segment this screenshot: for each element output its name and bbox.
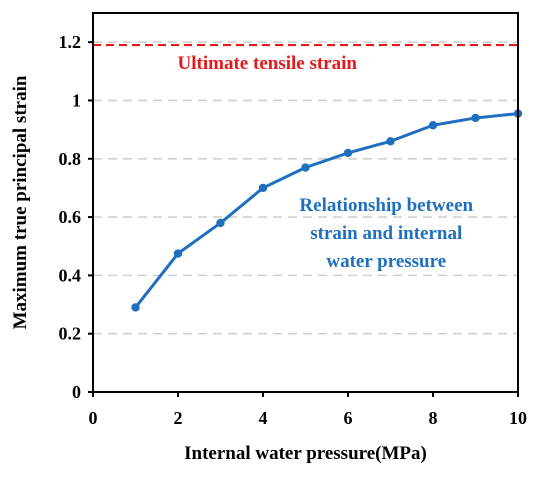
annotation-line: strain and internal: [310, 223, 462, 244]
data-point: [386, 137, 395, 146]
x-tick-label: 8: [429, 408, 438, 428]
grid-layer: [93, 41, 518, 335]
data-point: [428, 121, 438, 130]
tick-layer: 0 0.2 0.4 0.6 0.8 1 1.2 0 2 4 6 8 10: [59, 32, 528, 428]
annotation-line: water pressure: [326, 251, 446, 272]
data-point: [131, 303, 140, 312]
data-point: [343, 148, 353, 158]
plot-area-frame: [92, 12, 519, 393]
x-tick-label: 2: [174, 408, 183, 428]
data-point: [173, 249, 183, 258]
y-tick-label: 0: [72, 382, 81, 402]
data-point: [258, 183, 268, 193]
series-line: [134, 112, 519, 309]
data-point: [471, 113, 480, 123]
x-tick-label: 4: [259, 408, 268, 428]
y-tick-label: 0.6: [59, 207, 82, 227]
x-tick-label: 0: [89, 408, 98, 428]
y-tick-label: 1.2: [59, 32, 82, 52]
x-tick-label: 10: [509, 408, 527, 428]
y-tick-label: 1: [72, 90, 81, 110]
annotation-layer: Ultimate tensile strain Relationship betw…: [178, 53, 474, 272]
annotation-line: Relationship between: [299, 195, 473, 216]
reference-line-label: Ultimate tensile strain: [178, 53, 358, 74]
x-axis-title: Internal water pressure(MPa): [184, 443, 427, 464]
data-point: [301, 163, 310, 172]
y-axis-title: Maximum true principal strain: [10, 75, 31, 329]
x-tick-label: 6: [344, 408, 353, 428]
series-layer: [131, 109, 523, 312]
y-tick-label: 0.8: [59, 149, 82, 169]
y-tick-label: 0.2: [59, 324, 82, 344]
data-point: [216, 218, 225, 228]
y-tick-label: 0.4: [59, 265, 82, 285]
